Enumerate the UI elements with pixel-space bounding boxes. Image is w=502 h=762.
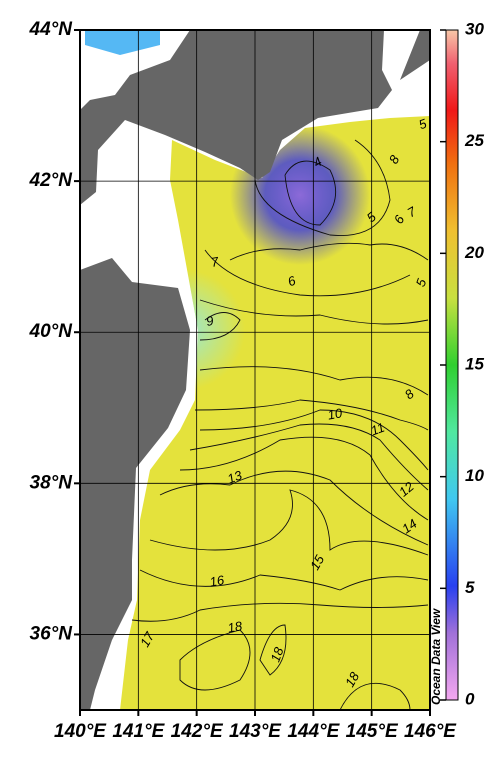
sea-field xyxy=(85,30,160,55)
contour-label: 9 xyxy=(205,313,215,329)
contour-label: 7 xyxy=(210,254,220,270)
watermark: Ocean Data View xyxy=(429,608,443,705)
grid xyxy=(80,30,430,710)
sea-field xyxy=(120,116,430,710)
y-tick-label: 38°N xyxy=(30,472,74,493)
colorbar-label: 5 xyxy=(465,578,475,597)
x-tick-label: 141°E xyxy=(112,721,165,742)
contour-line xyxy=(131,602,429,622)
contour-label: 18 xyxy=(226,618,244,635)
contour-line xyxy=(204,249,411,297)
colorbar-label: 15 xyxy=(465,354,484,373)
colorbar-label: 25 xyxy=(464,131,484,150)
contour-line xyxy=(194,399,429,431)
y-tick-label: 36°N xyxy=(30,623,74,644)
y-tick-label: 44°N xyxy=(29,19,74,40)
contours xyxy=(131,139,429,710)
contour-line xyxy=(229,242,429,261)
contour-label: 16 xyxy=(208,572,226,589)
colorbar-label: 30 xyxy=(465,19,484,38)
contour-label: 10 xyxy=(326,405,344,422)
contour-label: 11 xyxy=(369,420,387,439)
contour-line xyxy=(179,629,251,691)
x-tick-label: 145°E xyxy=(346,721,399,742)
contour-line xyxy=(284,160,337,226)
contour-label: 14 xyxy=(399,516,419,537)
contour-line xyxy=(179,436,429,521)
colorbar-label: 0 xyxy=(465,689,475,708)
contour-label: 13 xyxy=(225,467,244,486)
contour-line xyxy=(199,312,241,341)
contour-label: 18 xyxy=(267,645,286,664)
contour-line xyxy=(254,139,391,236)
contour-line xyxy=(199,366,429,396)
colorbar xyxy=(445,29,459,701)
x-tick-label: 146°E xyxy=(404,721,457,742)
contour-line xyxy=(159,470,429,546)
contour-line xyxy=(339,682,411,710)
y-tick-label: 42°N xyxy=(29,170,74,191)
land xyxy=(400,30,430,80)
x-tick-label: 143°E xyxy=(229,721,282,742)
contour-line xyxy=(149,489,429,556)
land xyxy=(80,30,392,205)
x-tick-label: 142°E xyxy=(171,721,224,742)
contour-line xyxy=(189,423,429,491)
land xyxy=(80,30,190,710)
contour-line xyxy=(139,569,429,591)
colorbar-label: 10 xyxy=(465,466,484,485)
colorbar-label: 20 xyxy=(464,243,484,262)
x-tick-label: 140°E xyxy=(54,721,107,742)
x-tick-label: 144°E xyxy=(287,721,340,742)
y-tick-label: 40°N xyxy=(29,321,74,342)
contour-line xyxy=(199,299,429,325)
contour-line xyxy=(259,624,287,676)
